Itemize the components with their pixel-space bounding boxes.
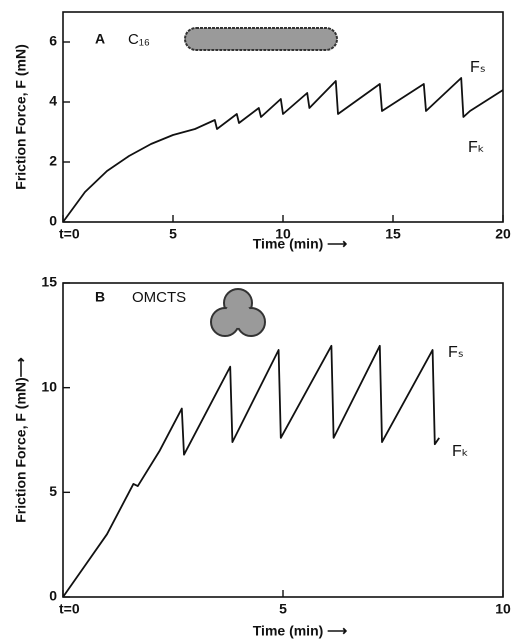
- static-friction-label: Fₛ: [448, 344, 464, 361]
- kinetic-friction-label: Fₖ: [452, 443, 469, 460]
- y-tick-label: 0: [49, 213, 57, 229]
- y-tick-label: 10: [41, 378, 57, 394]
- x-axis-label: Time (min) ⟶: [253, 623, 348, 639]
- omcts-molecule-icon: [210, 288, 266, 337]
- molecule-label: C₁₆: [128, 31, 150, 48]
- x-tick-label: 5: [169, 226, 177, 242]
- x-tick-label: 20: [495, 226, 511, 242]
- y-tick-label: 0: [49, 588, 57, 604]
- panel-label: B: [95, 289, 105, 305]
- x-tick-label: t=0: [59, 601, 80, 617]
- y-tick-label: 5: [49, 483, 57, 499]
- x-tick-label: 15: [385, 226, 401, 242]
- y-tick-label: 4: [49, 93, 57, 109]
- static-friction-label: Fₛ: [470, 59, 486, 76]
- x-tick-label: 5: [279, 601, 287, 617]
- y-tick-label: 6: [49, 33, 57, 49]
- molecule-label: OMCTS: [132, 289, 186, 306]
- x-tick-label: 10: [275, 226, 291, 242]
- panel-label: A: [95, 31, 105, 47]
- data-line: [62, 77, 504, 223]
- y-tick-label: 2: [49, 153, 57, 169]
- c16-molecule-icon: [184, 27, 338, 51]
- y-axis-label: Friction Force, F (mN): [13, 44, 29, 189]
- y-tick-label: 15: [41, 274, 57, 290]
- data-line: [62, 344, 440, 598]
- x-tick-label: t=0: [59, 226, 80, 242]
- x-axis-label: Time (min) ⟶: [253, 236, 348, 252]
- y-axis-label: Friction Force, F (mN)⟶: [13, 357, 29, 523]
- kinetic-friction-label: Fₖ: [468, 139, 485, 156]
- x-tick-label: 10: [495, 601, 511, 617]
